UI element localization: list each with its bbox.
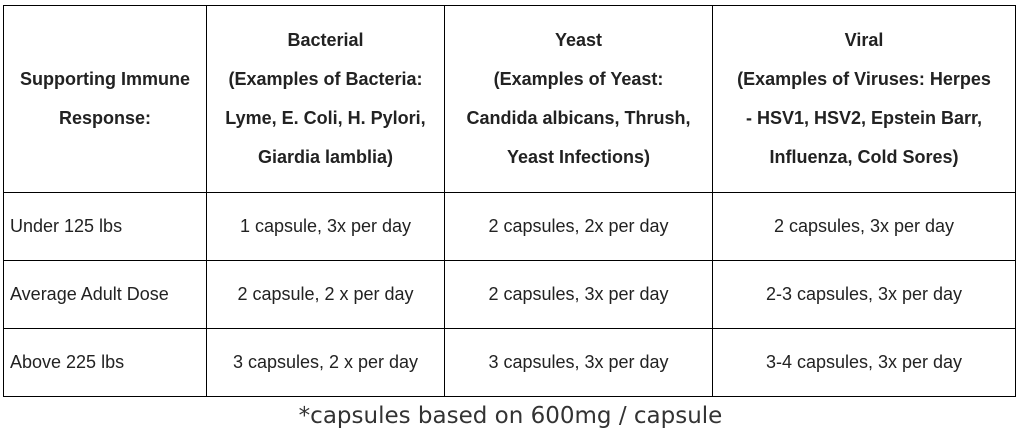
header-row: Supporting Immune Response: Bacterial (E… [3,5,1016,193]
header-line: (Examples of Bacteria: [228,69,423,89]
dose-cell-yeast: 2 capsules, 3x per day [444,260,713,329]
header-line: Response: [58,108,152,128]
header-line: (Examples of Yeast: [493,69,664,89]
header-line: - HSV1, HSV2, Epstein Barr, [745,108,983,128]
dose-cell-yeast: 2 capsules, 2x per day [444,192,713,261]
header-cell-viral: Viral (Examples of Viruses: Herpes - HSV… [712,5,1016,193]
dose-cell-viral: 3-4 capsules, 3x per day [712,328,1016,397]
table-row: Above 225 lbs 3 capsules, 2 x per day 3 … [3,328,1016,397]
header-line: Giardia lamblia) [257,147,394,167]
dose-cell-yeast: 3 capsules, 3x per day [444,328,713,397]
header-line: Yeast Infections) [506,147,651,167]
header-title: Bacterial [287,30,364,50]
header-cell-yeast: Yeast (Examples of Yeast: Candida albica… [444,5,713,193]
table-row: Under 125 lbs 1 capsule, 3x per day 2 ca… [3,192,1016,261]
header-line: Influenza, Cold Sores) [769,147,959,167]
header-line: Lyme, E. Coli, H. Pylori, [225,108,426,128]
header-line: Candida albicans, Thrush, [466,108,691,128]
header-cell-response: Supporting Immune Response: [3,5,207,193]
dose-cell-bacterial: 1 capsule, 3x per day [206,192,445,261]
dose-cell-bacterial: 2 capsule, 2 x per day [206,260,445,329]
header-title: Yeast [554,30,603,50]
dose-cell-bacterial: 3 capsules, 2 x per day [206,328,445,397]
dosage-table: Supporting Immune Response: Bacterial (E… [3,5,1016,397]
row-label: Above 225 lbs [3,328,207,397]
dose-cell-viral: 2-3 capsules, 3x per day [712,260,1016,329]
header-title: Viral [844,30,884,50]
row-label: Under 125 lbs [3,192,207,261]
header-line: Supporting Immune [20,69,190,89]
dose-cell-viral: 2 capsules, 3x per day [712,192,1016,261]
header-line: (Examples of Viruses: Herpes [737,69,991,89]
header-cell-bacterial: Bacterial (Examples of Bacteria: Lyme, E… [206,5,445,193]
table-row: Average Adult Dose 2 capsule, 2 x per da… [3,260,1016,329]
footnote: *capsules based on 600mg / capsule [298,403,723,429]
row-label: Average Adult Dose [3,260,207,329]
